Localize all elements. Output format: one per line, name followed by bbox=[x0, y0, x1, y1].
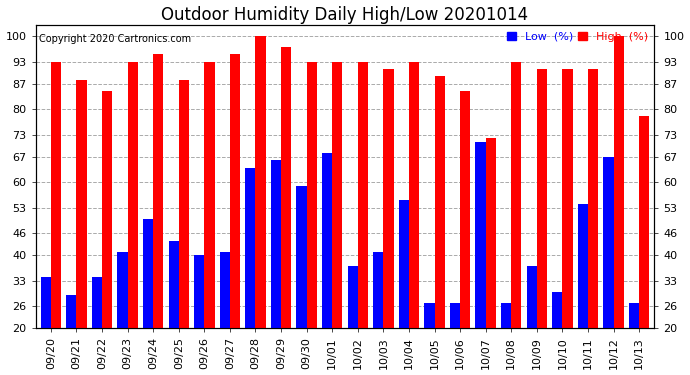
Bar bbox=[271, 160, 281, 328]
Bar bbox=[281, 47, 291, 328]
Bar bbox=[230, 54, 240, 328]
Bar bbox=[526, 266, 537, 328]
Bar bbox=[332, 62, 342, 328]
Bar bbox=[204, 62, 215, 328]
Bar bbox=[219, 252, 230, 328]
Bar bbox=[562, 69, 573, 328]
Bar bbox=[322, 153, 332, 328]
Bar bbox=[373, 252, 384, 328]
Bar bbox=[77, 80, 87, 328]
Bar bbox=[613, 36, 624, 328]
Bar bbox=[501, 303, 511, 328]
Bar bbox=[297, 186, 306, 328]
Bar bbox=[578, 204, 588, 328]
Bar bbox=[424, 303, 435, 328]
Bar bbox=[450, 303, 460, 328]
Bar bbox=[153, 54, 164, 328]
Bar bbox=[168, 241, 179, 328]
Bar bbox=[102, 91, 112, 328]
Bar bbox=[117, 252, 128, 328]
Bar bbox=[435, 76, 445, 328]
Bar bbox=[143, 219, 153, 328]
Bar bbox=[255, 36, 266, 328]
Legend: Low  (%), High  (%): Low (%), High (%) bbox=[503, 27, 652, 46]
Bar bbox=[639, 116, 649, 328]
Bar bbox=[358, 62, 368, 328]
Bar bbox=[537, 69, 547, 328]
Bar bbox=[552, 292, 562, 328]
Bar bbox=[475, 142, 486, 328]
Bar bbox=[51, 62, 61, 328]
Bar bbox=[194, 255, 204, 328]
Bar bbox=[399, 201, 409, 328]
Bar bbox=[588, 69, 598, 328]
Bar bbox=[460, 91, 471, 328]
Bar bbox=[629, 303, 639, 328]
Bar bbox=[92, 277, 102, 328]
Bar bbox=[306, 62, 317, 328]
Bar bbox=[245, 168, 255, 328]
Title: Outdoor Humidity Daily High/Low 20201014: Outdoor Humidity Daily High/Low 20201014 bbox=[161, 6, 529, 24]
Bar bbox=[348, 266, 358, 328]
Bar bbox=[603, 157, 613, 328]
Bar bbox=[66, 296, 77, 328]
Bar bbox=[409, 62, 419, 328]
Bar bbox=[384, 69, 393, 328]
Bar bbox=[128, 62, 138, 328]
Bar bbox=[486, 138, 496, 328]
Text: Copyright 2020 Cartronics.com: Copyright 2020 Cartronics.com bbox=[39, 34, 191, 44]
Bar bbox=[179, 80, 189, 328]
Bar bbox=[511, 62, 522, 328]
Bar bbox=[41, 277, 51, 328]
